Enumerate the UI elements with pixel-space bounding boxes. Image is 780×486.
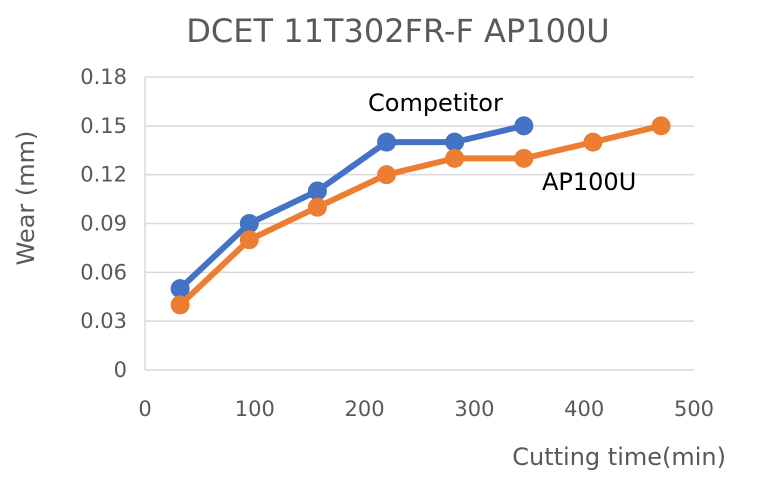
y-tick-label: 0.09: [80, 212, 127, 236]
data-point: [651, 116, 671, 136]
x-tick-label: 400: [564, 397, 604, 421]
data-point: [445, 148, 465, 168]
series-label-ap100u: AP100U: [542, 168, 636, 196]
series-competitor: [170, 116, 534, 299]
chart-title: DCET 11T302FR-F AP100U: [186, 12, 609, 50]
series-label-competitor: Competitor: [368, 89, 503, 117]
data-point: [514, 148, 534, 168]
series-line: [177, 122, 665, 308]
data-point: [170, 295, 190, 315]
data-point: [307, 181, 327, 201]
data-point: [583, 132, 603, 152]
data-point: [239, 214, 259, 233]
x-tick-label: 200: [345, 397, 385, 421]
data-point: [377, 132, 397, 152]
x-axis-ticks: 0 100 200 300 400 500: [138, 397, 714, 421]
series-line: [177, 122, 527, 292]
x-tick-label: 100: [235, 397, 275, 421]
x-tick-label: 500: [674, 397, 714, 421]
data-point: [170, 279, 190, 299]
x-tick-label: 0: [138, 397, 151, 421]
y-tick-label: 0.15: [80, 114, 127, 138]
y-axis-ticks: 0 0.03 0.06 0.09 0.12 0.15 0.18: [80, 65, 127, 382]
y-tick-label: 0.03: [80, 309, 127, 333]
y-tick-label: 0.18: [80, 65, 127, 89]
series-layer: [170, 116, 671, 315]
y-axis-label: Wear (mm): [12, 131, 40, 266]
data-point: [307, 197, 327, 217]
y-tick-label: 0.06: [80, 260, 127, 284]
x-tick-label: 300: [454, 397, 494, 421]
y-tick-label: 0: [114, 358, 127, 382]
data-point: [445, 132, 465, 152]
gridlines: [144, 76, 694, 371]
data-point: [377, 165, 397, 185]
y-tick-label: 0.12: [80, 163, 127, 187]
x-axis-label: Cutting time(min): [512, 443, 726, 471]
data-point: [514, 116, 534, 136]
series-ap100u: [170, 116, 671, 315]
data-point: [239, 230, 259, 250]
